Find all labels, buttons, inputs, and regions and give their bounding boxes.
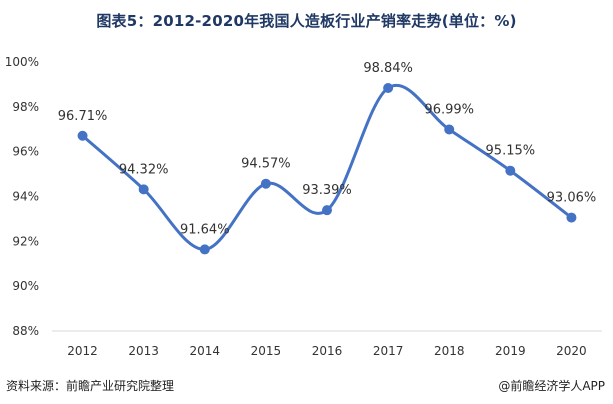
data-point-2018 [444, 124, 455, 135]
y-tick-label: 88% [12, 324, 39, 338]
x-tick-label: 2015 [251, 344, 282, 358]
data-label-2018: 96.99% [424, 102, 474, 117]
data-point-2015 [260, 178, 271, 189]
y-tick-label: 92% [12, 234, 39, 248]
x-tick-label: 2017 [373, 344, 404, 358]
x-axis: 2012 2013 2014 2015 2016 2017 2018 2019 2020 [67, 344, 586, 358]
data-point-2012 [77, 130, 88, 141]
chart-title: 图表5：2012-2020年我国人造板行业产销率走势(单位：%) [96, 12, 517, 30]
x-tick-label: 2020 [556, 344, 587, 358]
y-axis: 88% 90% 92% 94% 96% 98% 100% [5, 55, 39, 338]
y-tick-label: 94% [12, 190, 39, 204]
y-tick-label: 90% [12, 279, 39, 293]
x-tick-label: 2012 [67, 344, 98, 358]
data-points [77, 83, 577, 255]
y-tick-label: 96% [12, 145, 39, 159]
y-tick-label: 100% [5, 55, 39, 69]
data-label-2014: 91.64% [180, 222, 230, 237]
data-point-2020 [566, 212, 577, 223]
data-point-2014 [199, 244, 210, 255]
x-tick-label: 2019 [495, 344, 526, 358]
data-point-2019 [505, 165, 516, 176]
data-label-2016: 93.39% [302, 183, 352, 198]
data-point-2013 [138, 184, 149, 195]
y-tick-label: 98% [12, 100, 39, 114]
data-label-2015: 94.57% [241, 157, 291, 172]
data-labels: 96.71% 94.32% 91.64% 94.57% 93.39% 98.84% 96.9… [58, 61, 596, 237]
brand-watermark: @前瞻经济学人APP [498, 379, 605, 393]
x-tick-label: 2014 [190, 344, 221, 358]
data-label-2017: 98.84% [363, 61, 413, 76]
data-label-2020: 93.06% [547, 191, 597, 206]
data-label-2012: 96.71% [58, 109, 108, 124]
x-tick-label: 2013 [128, 344, 159, 358]
data-label-2013: 94.32% [119, 162, 169, 177]
data-point-2017 [383, 83, 394, 94]
data-point-2016 [322, 205, 332, 216]
source-note: 资料来源：前瞻产业研究院整理 [6, 379, 175, 393]
x-tick-label: 2016 [312, 344, 343, 358]
x-tick-label: 2018 [434, 344, 465, 358]
data-label-2019: 95.15% [486, 144, 536, 159]
